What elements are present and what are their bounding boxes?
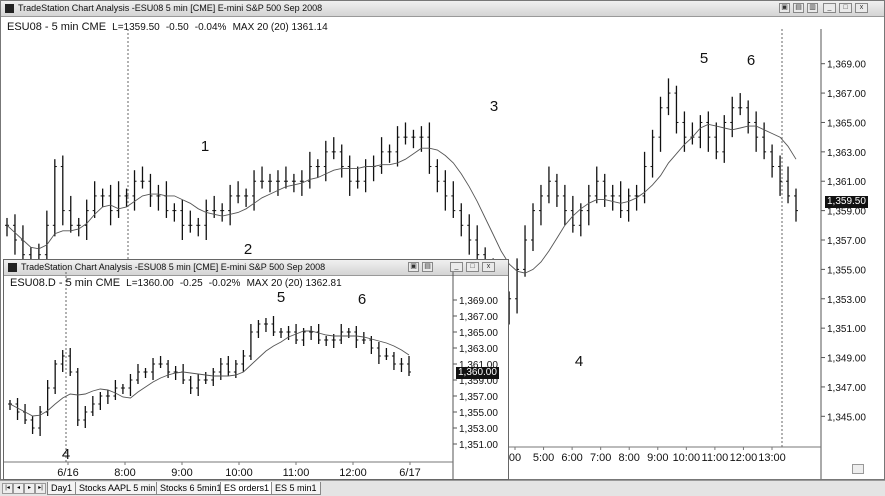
y-tick-label: 1,347.00 (827, 383, 866, 394)
x-tick-label: 9:00 (171, 467, 192, 479)
close-button[interactable]: x (855, 3, 868, 13)
x-tick-label: 11:00 (283, 467, 310, 479)
inset-last-price-marker: 1,360.00 (456, 367, 499, 379)
y-tick-label: 1,363.00 (459, 344, 498, 355)
y-tick-label: 1,351.00 (459, 440, 498, 451)
wave-label: 1 (201, 138, 209, 155)
y-tick-label: 1,365.00 (459, 328, 498, 339)
inset-price-chart[interactable]: 1,369.00 1,367.00 1,365.00 1,363.00 1,361.00… (4, 260, 508, 479)
last-price: L=1359.50 (112, 22, 160, 33)
x-tick-label: 7:00 (590, 452, 611, 464)
layout-button-3[interactable]: ▥ (807, 3, 818, 13)
app-icon (8, 263, 17, 273)
inset-chart-window: TradeStation Chart Analysis -ESU08 5 min… (3, 259, 509, 480)
wave-label: 5 (700, 50, 708, 67)
tab-day1[interactable]: Day1 (47, 482, 77, 495)
main-window-title: TradeStation Chart Analysis -ESU08 5 min… (18, 3, 323, 13)
tab-es-5min[interactable]: ES 5 min1 (271, 482, 321, 495)
moving-average-line (6, 123, 797, 274)
x-tick-label: 12:00 (730, 452, 758, 464)
last-price: L=1360.00 (126, 278, 174, 289)
y-tick-label: 1,361.00 (827, 177, 866, 188)
y-tick-label: 1,353.00 (459, 424, 498, 435)
inset-window-title: TradeStation Chart Analysis -ESU08 5 min… (21, 262, 326, 272)
x-tick-label: 6:00 (561, 452, 582, 464)
layout-button-2[interactable]: ▤ (422, 262, 433, 272)
wave-label: 5 (277, 289, 285, 306)
y-tick-label: 1,359.00 (827, 207, 866, 218)
y-tick-label: 1,355.00 (459, 408, 498, 419)
x-tick-label: 11:00 (702, 452, 729, 464)
y-tick-label: 1,349.00 (827, 354, 866, 365)
y-tick-label: 1,357.00 (827, 236, 866, 247)
main-title-bar[interactable]: TradeStation Chart Analysis -ESU08 5 min… (1, 1, 884, 17)
main-last-price-marker: 1,359.50 (825, 196, 868, 208)
prev-tab-icon[interactable]: ◂ (13, 483, 24, 494)
close-button[interactable]: x (482, 262, 495, 272)
moving-average-readout: MAX 20 (20) 1362.81 (246, 278, 342, 289)
net-change: -0.25 (179, 278, 203, 289)
symbol-label: ESU08 - 5 min CME (7, 21, 107, 33)
x-tick-label: 6/16 (57, 467, 78, 479)
wave-label: 4 (575, 353, 583, 370)
percent-change: -0.02% (208, 278, 241, 289)
maximize-button[interactable]: □ (466, 262, 479, 272)
tab-stocks-aapl[interactable]: Stocks AAPL 5 min1 (75, 482, 165, 495)
net-change: -0.50 (165, 22, 189, 33)
y-tick-label: 1,357.00 (459, 392, 498, 403)
maximize-button[interactable]: □ (839, 3, 852, 13)
next-tab-icon[interactable]: ▸ (24, 483, 35, 494)
y-tick-label: 1,367.00 (827, 89, 866, 100)
x-tick-label: 13:00 (758, 452, 786, 464)
inset-chart-header: ESU08.D - 5 min CME L=1360.00 -0.25 -0.0… (10, 277, 342, 289)
first-tab-icon[interactable]: |◂ (2, 483, 13, 494)
moving-average-readout: MAX 20 (20) 1361.14 (232, 22, 328, 33)
x-tick-label: 10:00 (225, 467, 253, 479)
wave-label: 2 (244, 241, 252, 258)
tab-es-orders[interactable]: ES orders1 (220, 482, 274, 495)
wave-label: 6 (358, 291, 366, 308)
moving-average-line (9, 330, 410, 417)
x-tick-label: 6/17 (399, 467, 420, 479)
x-tick-label: 8:00 (114, 467, 135, 479)
y-tick-label: 1,361.00 (459, 360, 498, 371)
symbol-label: ESU08.D - 5 min CME (10, 277, 121, 289)
layout-button-1[interactable]: ▣ (408, 262, 419, 272)
app-icon (5, 4, 14, 14)
x-tick-label: 00 (509, 452, 521, 464)
main-chart-header: ESU08 - 5 min CME L=1359.50 -0.50 -0.04%… (7, 21, 328, 33)
minimize-button[interactable]: _ (450, 262, 463, 272)
y-tick-label: 1,345.00 (827, 412, 866, 423)
x-tick-label: 10:00 (673, 452, 701, 464)
layout-button-1[interactable]: ▣ (779, 3, 790, 13)
x-tick-label: 9:00 (647, 452, 668, 464)
x-tick-label: 12:00 (339, 467, 367, 479)
y-tick-label: 1,369.00 (827, 60, 866, 71)
y-tick-label: 1,367.00 (459, 312, 498, 323)
y-tick-label: 1,363.00 (827, 148, 866, 159)
y-tick-label: 1,355.00 (827, 265, 866, 276)
wave-label: 6 (747, 52, 755, 69)
x-tick-label: 5:00 (533, 452, 554, 464)
y-tick-label: 1,353.00 (827, 295, 866, 306)
last-tab-icon[interactable]: ▸| (35, 483, 46, 494)
tab-stocks-6[interactable]: Stocks 6 5min1 (156, 482, 226, 495)
wave-label: 3 (490, 98, 498, 115)
workspace-tab-strip: |◂ ◂ ▸ ▸| Day1 Stocks AAPL 5 min1 Stocks… (0, 480, 885, 496)
percent-change: -0.04% (194, 22, 227, 33)
y-tick-label: 1,359.00 (459, 376, 498, 387)
scroll-grip[interactable] (852, 464, 864, 474)
y-tick-label: 1,369.00 (459, 296, 498, 307)
layout-button-2[interactable]: ▤ (793, 3, 804, 13)
inset-title-bar[interactable]: TradeStation Chart Analysis -ESU08 5 min… (4, 260, 508, 276)
y-tick-label: 1,365.00 (827, 118, 866, 129)
wave-label: 4 (62, 446, 70, 463)
y-tick-label: 1,351.00 (827, 324, 866, 335)
x-tick-label: 8:00 (619, 452, 640, 464)
minimize-button[interactable]: _ (823, 3, 836, 13)
